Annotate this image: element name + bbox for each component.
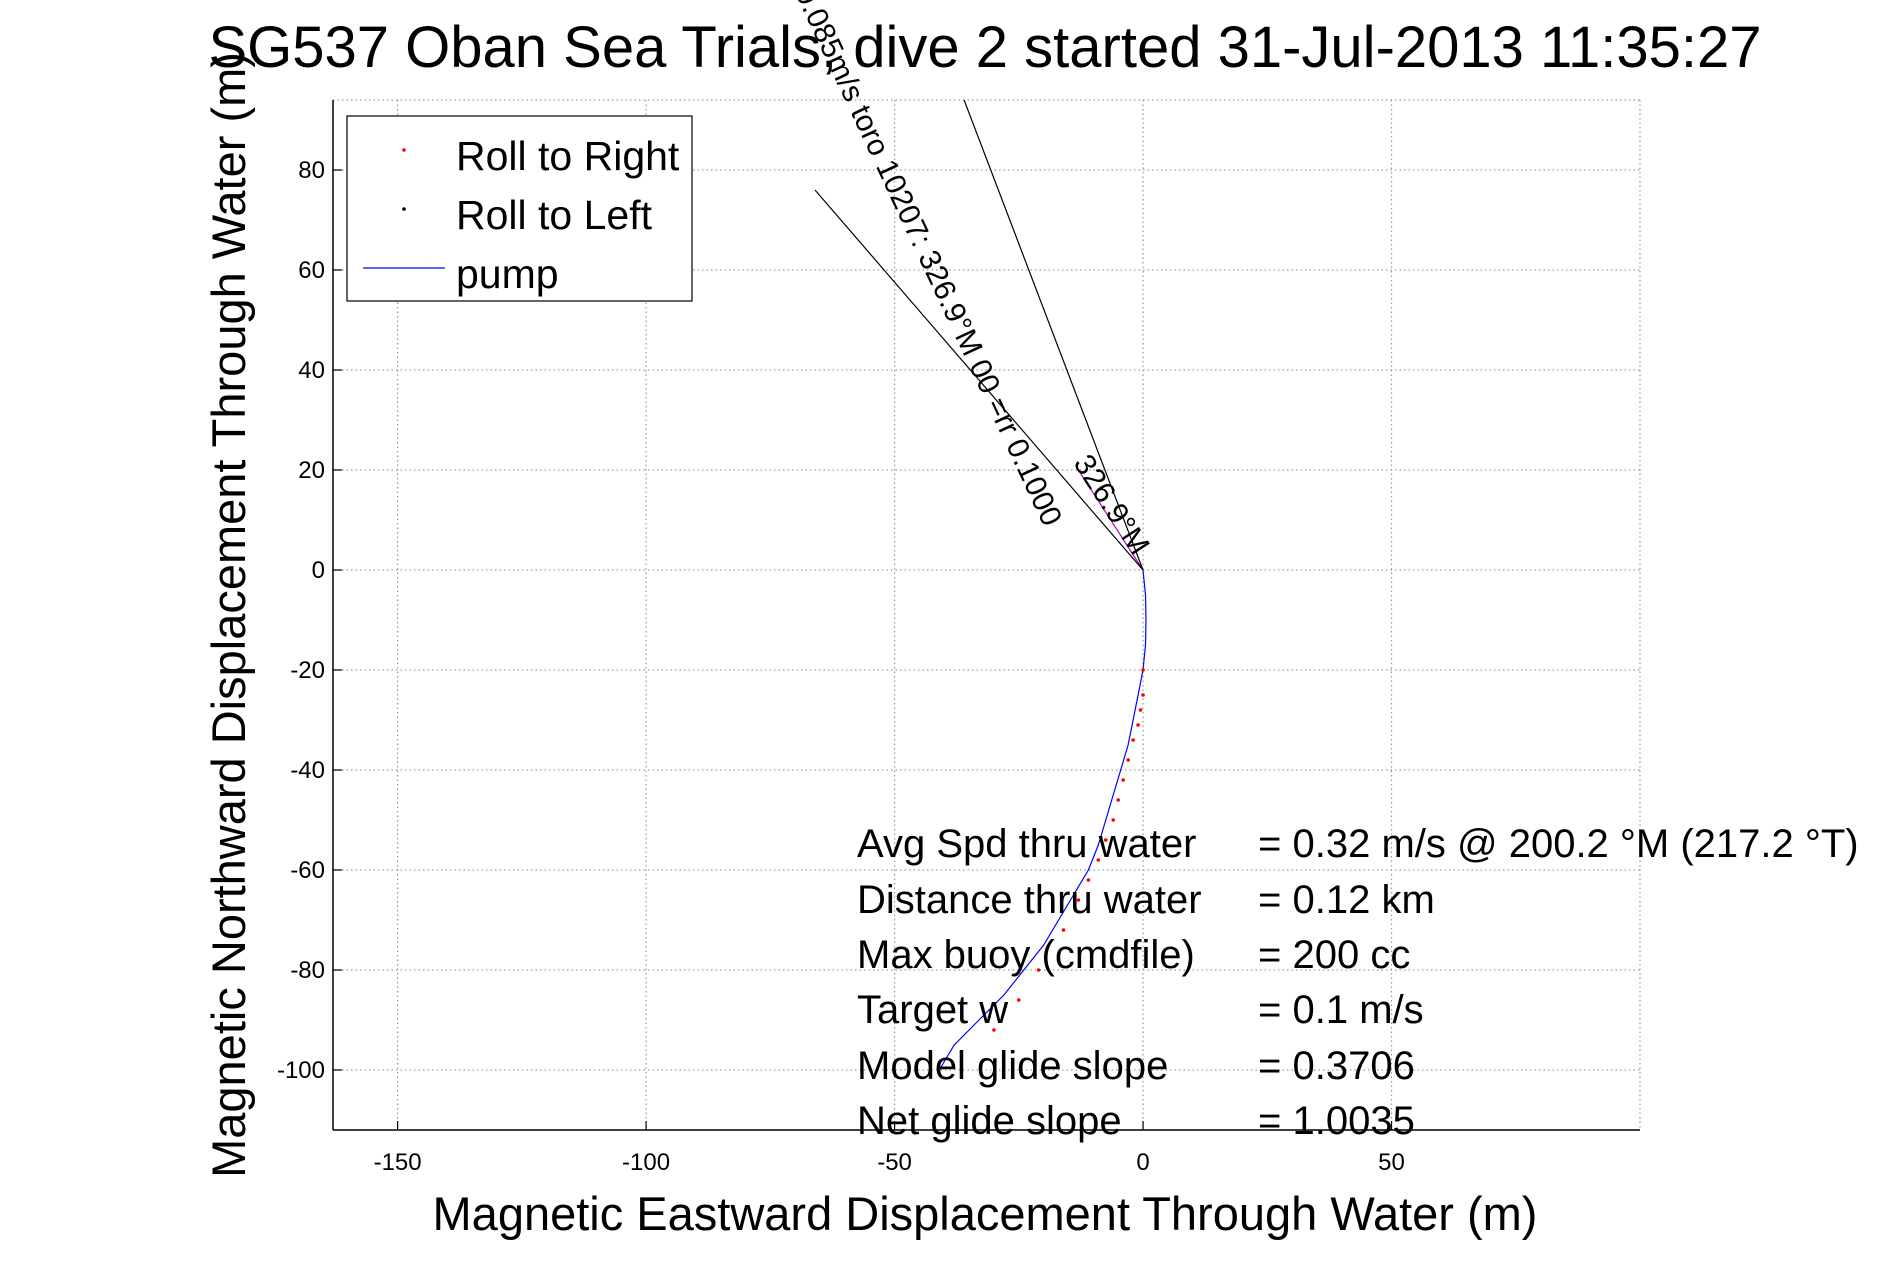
stat-value-avg-spd: = 0.32 m/s @ 200.2 °M (217.2 °T): [1258, 822, 1859, 866]
stat-label-net-glide: Net glide slope: [857, 1099, 1122, 1143]
x-tick-label: 50: [1378, 1149, 1405, 1176]
series-point-roll-to-right: [1138, 708, 1143, 712]
stat-label-target-w: Target w: [857, 988, 1008, 1032]
stat-label-model-glide: Model glide slope: [857, 1044, 1168, 1088]
series-point-roll-to-right: [1111, 818, 1116, 822]
series-layer: [814, 100, 1147, 1071]
y-tick-label: -80: [290, 957, 325, 984]
y-tick-label: 0: [312, 557, 325, 584]
series-point-roll-to-right: [1061, 928, 1066, 932]
series-line-ray-3: [814, 189, 1144, 571]
y-tick-label: -60: [290, 857, 325, 884]
stat-label-distance: Distance thru water: [857, 878, 1202, 922]
series-point-roll-to-right: [1103, 838, 1108, 842]
y-tick-label: 40: [298, 357, 325, 384]
x-tick-label: 0: [1136, 1149, 1149, 1176]
y-ticks: 80 60 40 20 0 -20 -40 -60 -80 -100: [277, 157, 342, 1084]
y-tick-label: -20: [290, 657, 325, 684]
series-point-roll-to-right: [1017, 998, 1021, 1002]
series-point-roll-to-right: [1076, 898, 1081, 902]
stat-value-net-glide: = 1.0035: [1258, 1099, 1415, 1143]
stat-value-model-glide: = 0.3706: [1258, 1044, 1415, 1088]
legend-label-pump: pump: [456, 251, 559, 297]
stat-value-distance: = 0.12 km: [1258, 878, 1435, 922]
x-tick-label: -50: [877, 1149, 912, 1176]
chart-title: SG537 Oban Sea Trials, dive 2 started 31…: [208, 15, 1761, 80]
series-point-roll-to-right: [1136, 723, 1140, 727]
stat-label-avg-spd: Avg Spd thru water: [857, 822, 1196, 866]
series-point-roll-to-right: [1096, 858, 1101, 862]
legend-marker-roll-right: [402, 148, 406, 152]
series-point-roll-to-right: [1141, 668, 1145, 672]
series-line-ray-4: [963, 100, 1144, 571]
y-tick-label: 80: [298, 157, 325, 184]
y-tick-label: -100: [277, 1057, 325, 1084]
legend-label-roll-right: Roll to Right: [456, 133, 680, 179]
y-axis-label: Magnetic Northward Displacement Through …: [202, 52, 255, 1178]
series-point-roll-to-right: [1036, 968, 1041, 972]
stat-value-target-w: = 0.1 m/s: [1258, 988, 1424, 1032]
series-point-roll-to-right: [1086, 878, 1091, 882]
axes: [332, 100, 1640, 1131]
legend: Roll to Right Roll to Left pump: [346, 115, 693, 302]
y-tick-label: 60: [298, 257, 325, 284]
x-tick-label: -100: [622, 1149, 670, 1176]
series-line-heading: [1077, 469, 1144, 571]
series-point-roll-to-right: [1121, 778, 1125, 782]
series-point-roll-to-right: [1141, 693, 1145, 697]
stats-block: Avg Spd thru water = 0.32 m/s @ 200.2 °M…: [857, 822, 1859, 1143]
stat-label-max-buoy: Max buoy (cmdfile): [857, 933, 1195, 977]
series-point-roll-to-right: [1126, 758, 1130, 762]
series-line-pump: [938, 569, 1147, 1071]
x-tick-label: -150: [374, 1149, 422, 1176]
x-axis-label: Magnetic Eastward Displacement Through W…: [433, 1187, 1538, 1240]
y-tick-label: -40: [290, 757, 325, 784]
x-ticks: -150 -100 -50 0 50: [374, 1121, 1405, 1176]
stat-value-max-buoy: = 200 cc: [1258, 933, 1410, 977]
series-point-roll-to-right: [1131, 738, 1135, 742]
legend-marker-roll-left: [402, 207, 406, 211]
legend-label-roll-left: Roll to Left: [456, 192, 653, 238]
series-point-roll-to-right: [992, 1028, 996, 1032]
series-point-roll-to-right: [1116, 798, 1120, 802]
y-tick-label: 20: [298, 457, 325, 484]
